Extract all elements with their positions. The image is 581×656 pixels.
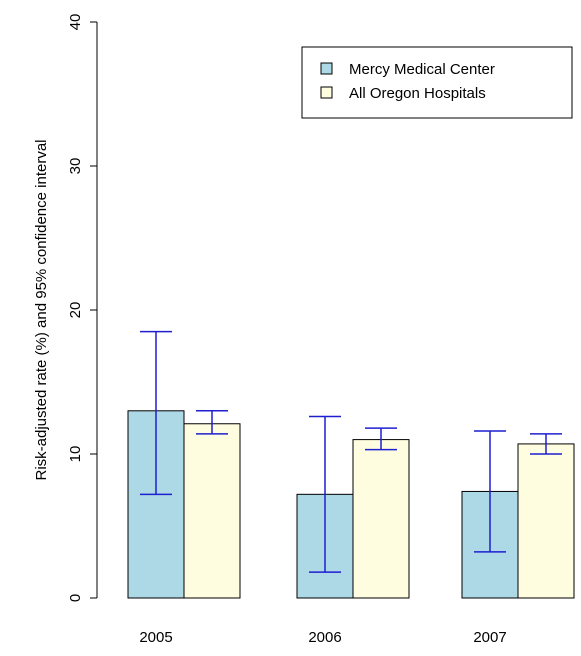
legend-label-mercy: Mercy Medical Center [349, 61, 495, 78]
legend-swatch-oregon [320, 86, 333, 99]
x-tick-labels: 2005 2006 2007 [139, 629, 506, 646]
error-bar-oregon-2007 [530, 433, 562, 455]
legend-swatch-mercy [320, 62, 333, 75]
y-tick-label: 0 [67, 594, 84, 602]
error-bar-mercy-2006 [309, 415, 341, 573]
bar-oregon-2007 [517, 443, 575, 599]
legend: Mercy Medical Center All Oregon Hospital… [301, 46, 573, 119]
bar-oregon-2005 [183, 423, 241, 599]
x-tick-label-2005: 2005 [139, 629, 172, 646]
x-tick-label-2007: 2007 [473, 629, 506, 646]
y-tick-label: 20 [67, 302, 84, 319]
legend-label-oregon: All Oregon Hospitals [349, 85, 486, 102]
error-bar-mercy-2007 [474, 430, 506, 553]
error-bars [140, 330, 562, 573]
y-tick-label: 30 [67, 158, 84, 175]
error-bar-mercy-2005 [140, 330, 172, 496]
y-tick-label: 40 [67, 14, 84, 31]
y-axis: 0 10 20 30 40 [67, 14, 98, 602]
x-tick-label-2006: 2006 [308, 629, 341, 646]
bar-oregon-2006 [352, 439, 410, 599]
y-axis-label: Risk-adjusted rate (%) and 95% confidenc… [33, 139, 50, 480]
bars [127, 410, 575, 599]
error-bar-oregon-2005 [196, 410, 228, 435]
y-tick-label: 10 [67, 446, 84, 463]
error-bar-oregon-2006 [365, 427, 397, 451]
legend-box [301, 46, 573, 119]
